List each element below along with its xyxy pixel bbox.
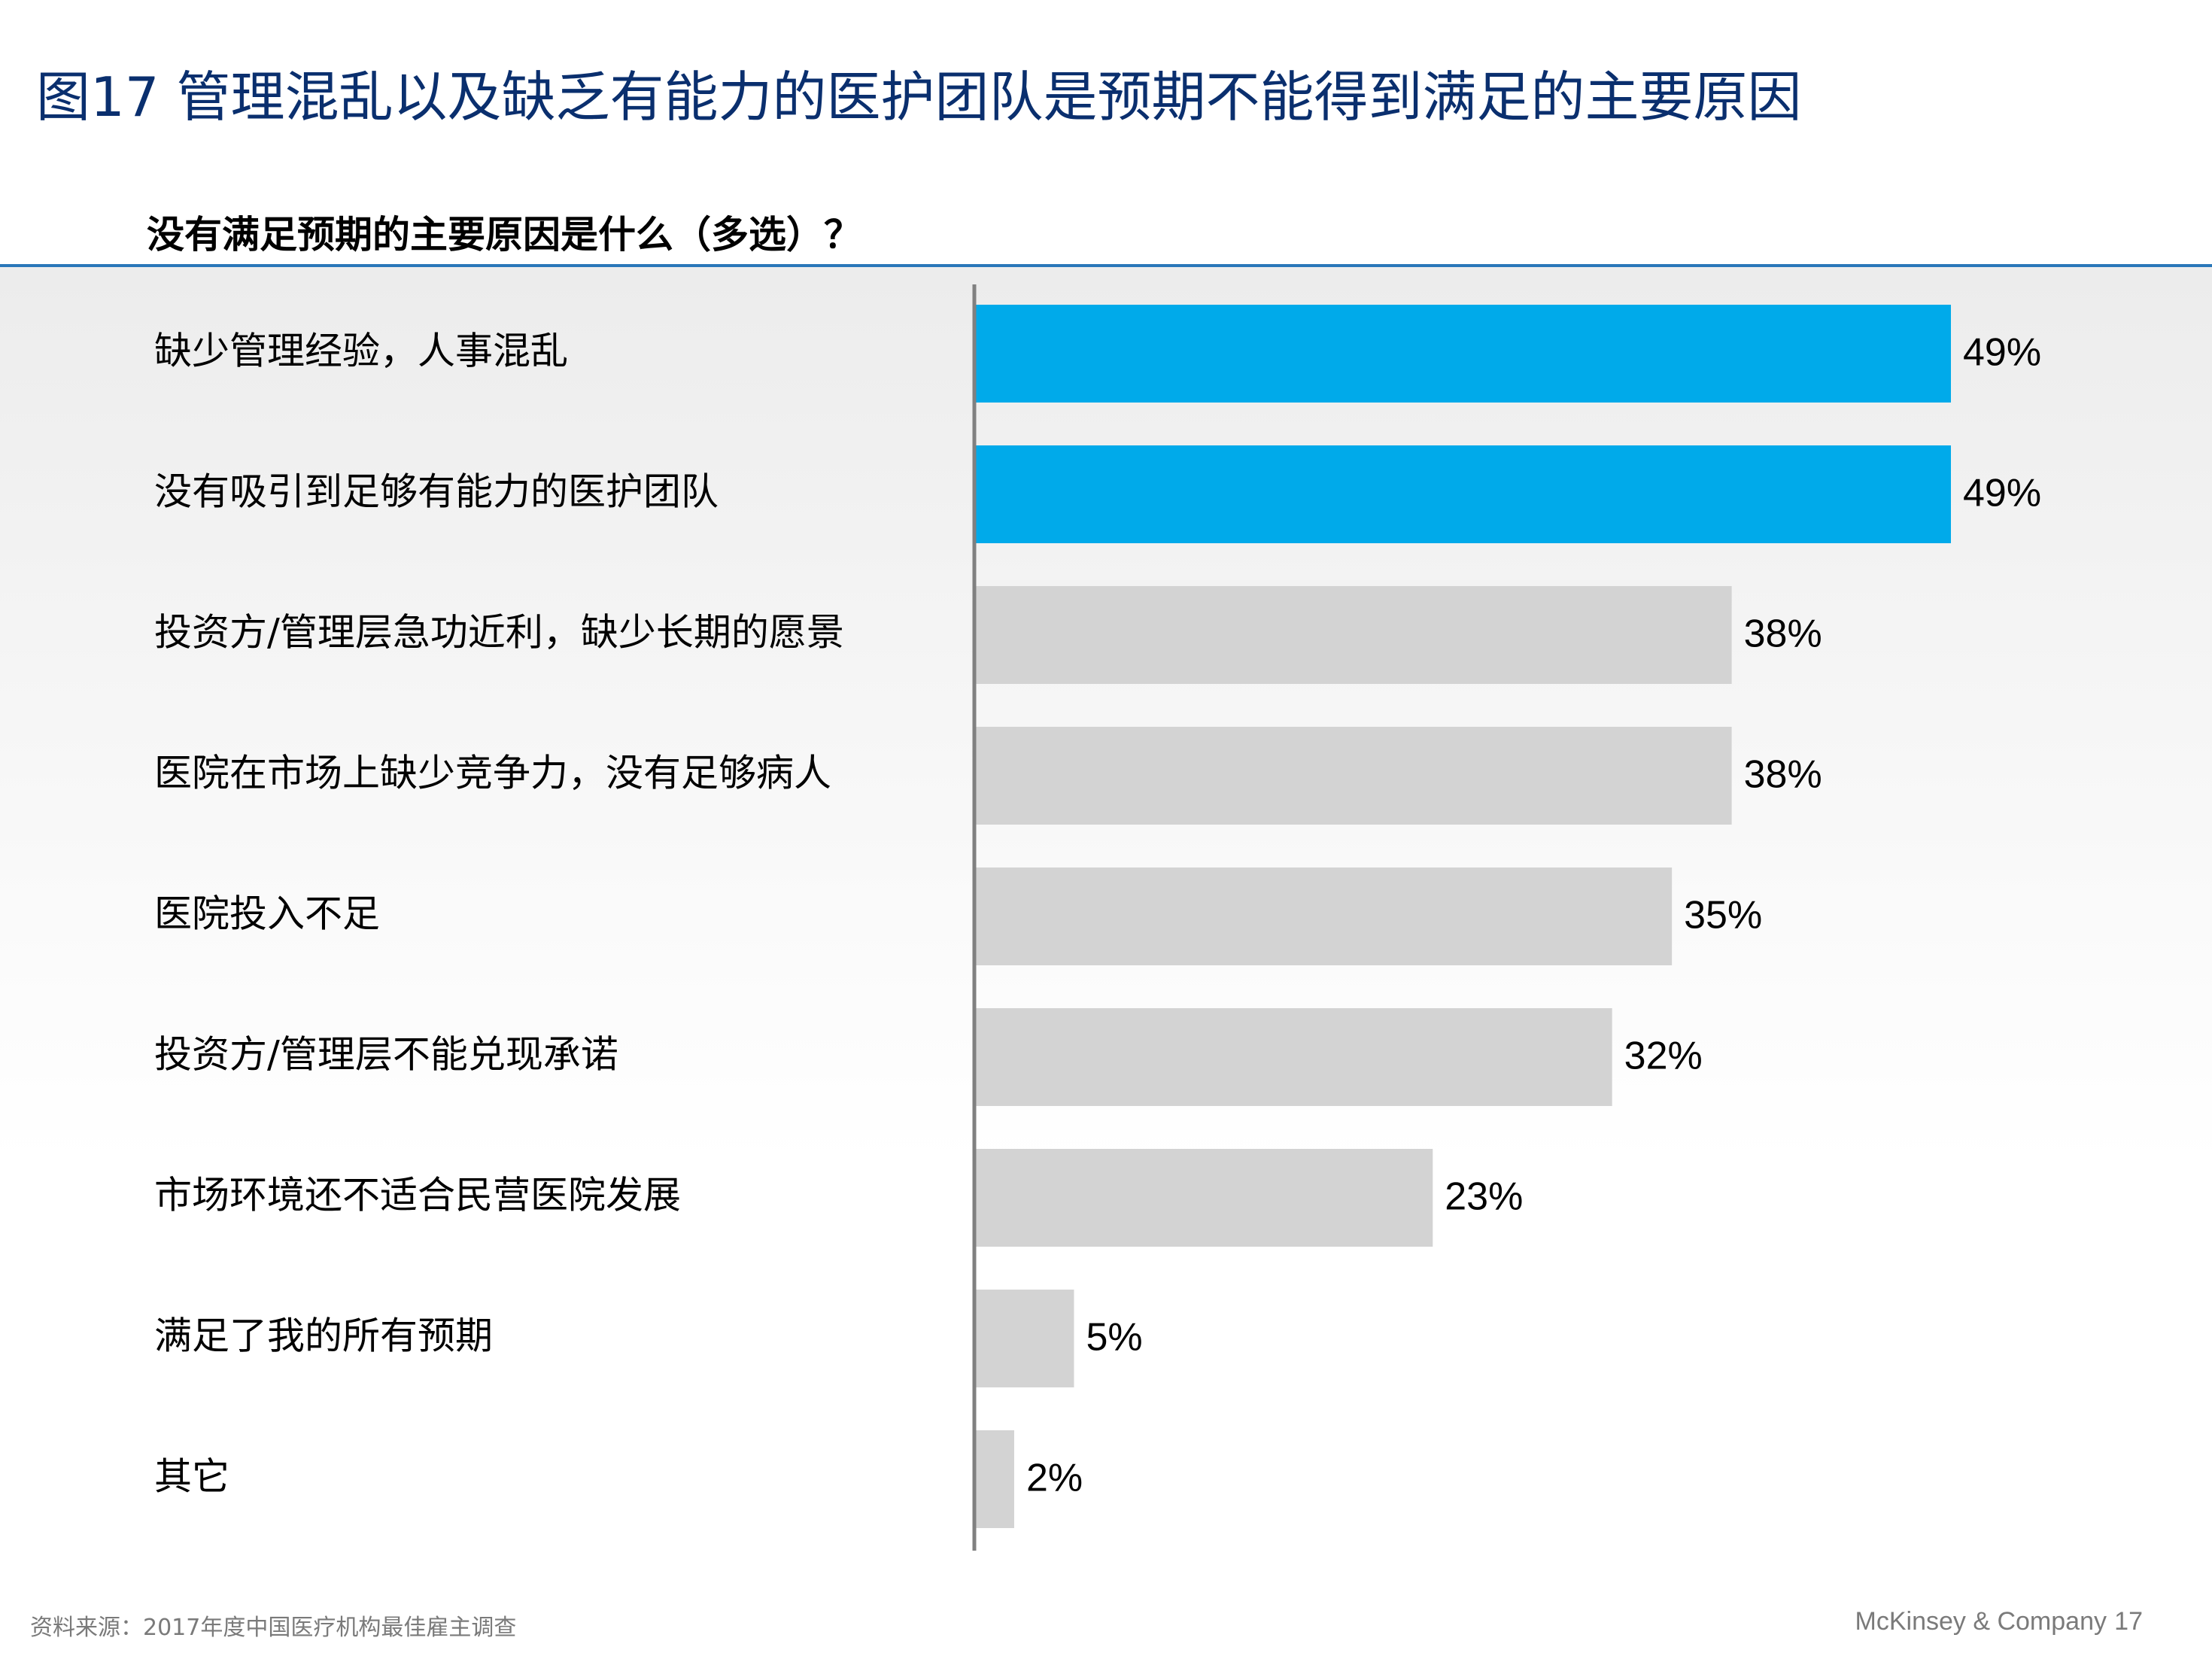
brand-label: McKinsey & Company <box>1855 1607 2107 1636</box>
value-label-8: 5% <box>1086 1316 1142 1360</box>
value-label-4: 38% <box>1744 753 1822 797</box>
category-label-8: 满足了我的所有预期 <box>154 1314 493 1358</box>
category-label-5: 医院投入不足 <box>154 892 380 936</box>
value-label-6: 32% <box>1624 1035 1703 1078</box>
chart-title: 没有满足预期的主要原因是什么（多选）？ <box>147 213 861 257</box>
page-number: 17 <box>2114 1607 2143 1636</box>
category-label-1: 缺少管理经验，人事混乱 <box>154 330 568 373</box>
bar-3 <box>974 586 1732 684</box>
category-label-2: 没有吸引到足够有能力的医护团队 <box>154 470 719 514</box>
category-label-3: 投资方/管理层急功近利，缺少长期的愿景 <box>154 611 844 655</box>
category-label-4: 医院在市场上缺少竞争力，没有足够病人 <box>154 752 831 795</box>
value-label-9: 2% <box>1026 1457 1083 1500</box>
bar-8 <box>974 1290 1074 1387</box>
bar-9 <box>974 1430 1014 1528</box>
category-label-9: 其它 <box>154 1455 229 1499</box>
value-label-3: 38% <box>1744 612 1822 656</box>
title-divider <box>0 264 2212 267</box>
bar-5 <box>974 867 1673 965</box>
category-label-6: 投资方/管理层不能兑现承诺 <box>154 1033 618 1077</box>
value-label-1: 49% <box>1963 331 2041 375</box>
value-label-2: 49% <box>1963 472 2041 515</box>
value-label-5: 35% <box>1684 894 1762 937</box>
bar-4 <box>974 727 1732 825</box>
slide-title: 图17 管理混乱以及缺乏有能力的医护团队是预期不能得到满足的主要原因 <box>36 65 1802 129</box>
source-note: 资料来源：2017年度中国医疗机构最佳雇主调查 <box>30 1615 517 1641</box>
bar-2 <box>974 445 1951 543</box>
value-label-7: 23% <box>1445 1175 1523 1219</box>
bar-7 <box>974 1149 1433 1247</box>
category-label-7: 市场环境还不适合民营医院发展 <box>154 1174 681 1217</box>
bar-1 <box>974 305 1951 403</box>
bar-6 <box>974 1008 1612 1106</box>
